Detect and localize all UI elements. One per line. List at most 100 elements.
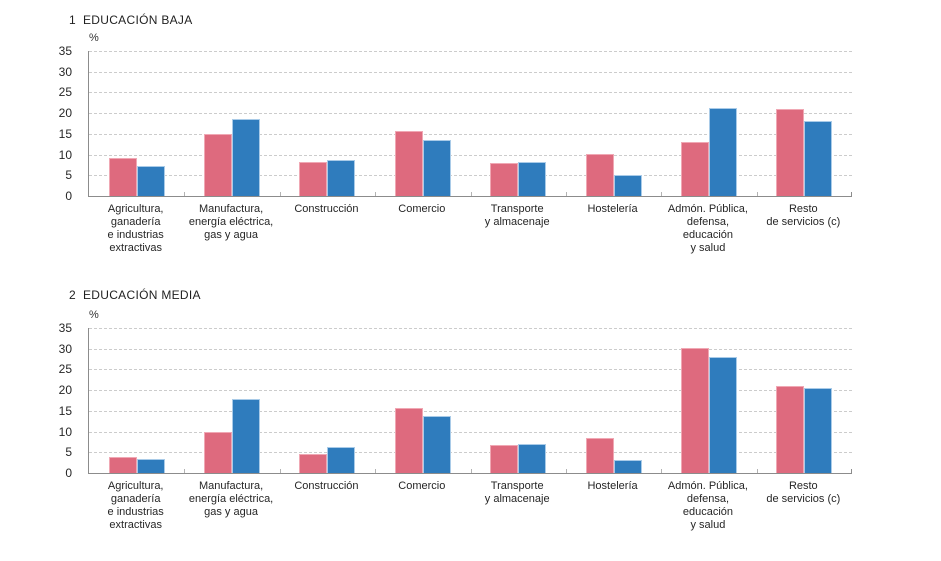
plot-area	[88, 51, 852, 197]
gridline	[89, 51, 852, 52]
y-tick-label: 5	[65, 168, 72, 183]
chart-title: 2 EDUCACIÓN MEDIA	[69, 288, 201, 302]
x-axis-tick	[184, 192, 186, 196]
x-category-label: Hostelería	[587, 203, 638, 215]
bar-serie-azul	[422, 139, 451, 196]
y-tick-label: 25	[58, 362, 72, 377]
gridline	[89, 410, 852, 412]
y-tick-label: 5	[65, 445, 72, 460]
x-axis-labels: Agricultura, ganadería e industrias extr…	[88, 480, 851, 540]
y-tick-label: 15	[58, 126, 72, 141]
bar-serie-azul	[136, 458, 165, 473]
bar-serie-rosa	[204, 431, 233, 473]
x-axis-tick	[279, 192, 281, 196]
y-axis-labels: 0 5 10 15 20 25 30 35	[40, 44, 80, 203]
x-axis-tick	[661, 469, 663, 473]
x-category-label: Construcción	[294, 203, 359, 215]
bar-serie-azul	[518, 444, 547, 473]
bar-serie-azul	[232, 399, 261, 473]
x-axis-labels: Agricultura, ganadería e industrias extr…	[88, 203, 851, 263]
bar-serie-azul	[613, 460, 642, 473]
x-category-label: Resto de servicios (c)	[766, 203, 841, 228]
gridline	[89, 154, 852, 156]
bar-serie-rosa	[108, 157, 137, 196]
gridline	[89, 133, 852, 135]
bar-serie-rosa	[394, 407, 423, 473]
bar-serie-rosa	[299, 161, 328, 196]
chart-title-text: EDUCACIÓN MEDIA	[82, 288, 201, 302]
bar-serie-azul	[518, 162, 547, 196]
gridline	[89, 328, 852, 329]
bar-serie-azul	[804, 121, 833, 196]
x-axis-tick	[565, 192, 567, 196]
x-axis-tick	[470, 192, 472, 196]
gridline	[89, 92, 852, 94]
x-axis-tick	[375, 469, 377, 473]
bar-serie-rosa	[490, 445, 519, 473]
x-axis-tick	[661, 192, 663, 196]
bar-serie-rosa	[776, 109, 805, 196]
bar-serie-rosa	[204, 133, 233, 196]
gridline	[89, 348, 852, 350]
y-tick-label: 0	[65, 466, 72, 480]
x-axis-tick	[756, 192, 758, 196]
bar-serie-azul	[327, 159, 356, 196]
plot-area	[88, 328, 852, 474]
y-axis-unit-label: %	[89, 309, 99, 321]
gridline	[89, 71, 852, 73]
x-axis-tick	[279, 469, 281, 473]
bar-serie-rosa	[776, 386, 805, 473]
y-tick-label: 35	[58, 44, 72, 58]
y-tick-label: 20	[58, 383, 72, 398]
x-category-label: Transporte y almacenaje	[484, 480, 550, 505]
x-category-label: Agricultura, ganadería e industrias extr…	[107, 480, 164, 531]
gridline	[89, 113, 852, 115]
bar-serie-azul	[708, 107, 737, 196]
y-tick-label: 30	[58, 341, 72, 356]
x-axis-tick	[565, 469, 567, 473]
bar-serie-rosa	[585, 437, 614, 473]
y-tick-label: 30	[58, 64, 72, 79]
x-axis-end-tick	[851, 192, 852, 196]
x-category-label: Agricultura, ganadería e industrias extr…	[107, 203, 164, 254]
bar-serie-azul	[136, 165, 165, 196]
bar-serie-rosa	[299, 454, 328, 473]
x-category-label: Admón. Pública, defensa, educación y sal…	[667, 203, 748, 254]
chart-title: 1 EDUCACIÓN BAJA	[69, 13, 193, 27]
chart-title-index: 2	[69, 288, 76, 302]
x-axis-end-tick	[851, 469, 852, 473]
bar-serie-rosa	[680, 142, 709, 196]
x-axis-tick	[756, 469, 758, 473]
bar-serie-rosa	[490, 163, 519, 196]
x-category-label: Resto de servicios (c)	[766, 480, 841, 505]
y-tick-label: 10	[58, 147, 72, 162]
x-category-label: Comercio	[398, 480, 446, 492]
bar-serie-azul	[327, 446, 356, 473]
bar-serie-azul	[422, 415, 451, 473]
x-axis-tick	[375, 192, 377, 196]
x-category-label: Transporte y almacenaje	[484, 203, 550, 228]
bar-serie-rosa	[585, 154, 614, 196]
bar-serie-azul	[232, 118, 261, 196]
bar-serie-rosa	[394, 130, 423, 196]
gridline	[89, 390, 852, 392]
y-tick-label: 0	[65, 189, 72, 203]
bar-serie-azul	[708, 357, 737, 473]
y-tick-label: 35	[58, 321, 72, 335]
gridline	[89, 452, 852, 454]
bar-serie-rosa	[680, 347, 709, 473]
y-tick-label: 25	[58, 85, 72, 100]
x-axis-tick	[470, 469, 472, 473]
bar-serie-azul	[613, 175, 642, 196]
x-category-label: Manufactura, energía eléctrica, gas y ag…	[188, 203, 274, 241]
bar-serie-rosa	[108, 457, 137, 473]
y-tick-label: 10	[58, 424, 72, 439]
y-tick-label: 15	[58, 403, 72, 418]
x-axis-tick	[184, 469, 186, 473]
chart-title-index: 1	[69, 13, 76, 27]
y-axis-labels: 0 5 10 15 20 25 30 35	[40, 321, 80, 480]
bar-serie-azul	[804, 388, 833, 473]
gridline	[89, 175, 852, 177]
